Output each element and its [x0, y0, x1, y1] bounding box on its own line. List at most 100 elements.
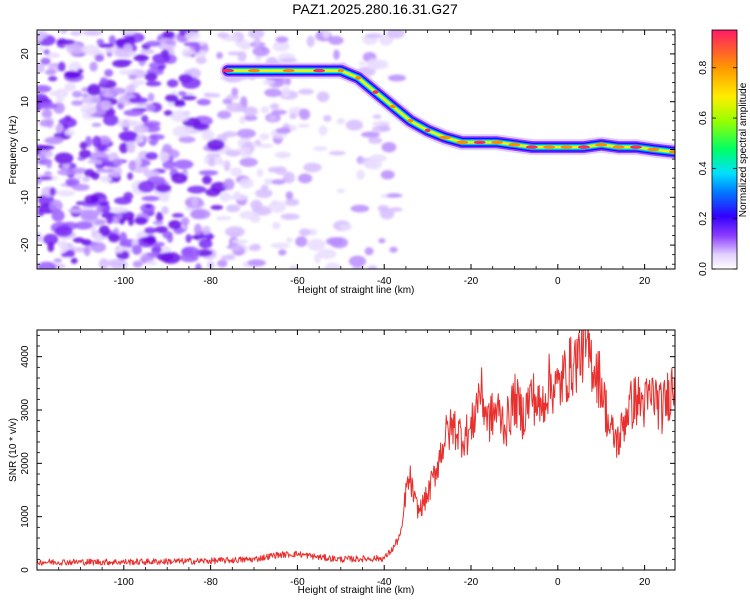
- noise-blob: [60, 30, 68, 35]
- ridge-peak: [508, 142, 521, 147]
- noise-blob: [57, 190, 75, 197]
- noise-blob: [56, 123, 64, 134]
- noise-blob: [82, 30, 103, 36]
- noise-blob: [195, 52, 207, 58]
- noise-blob: [252, 46, 270, 57]
- noise-blob: [254, 139, 262, 146]
- noise-blob: [339, 224, 352, 231]
- ridge-peak: [629, 145, 642, 149]
- noise-blob: [87, 83, 101, 96]
- ridge-peak: [669, 150, 675, 154]
- frequency-ridge: [220, 62, 675, 160]
- noise-blob: [224, 226, 245, 237]
- noise-blob: [145, 40, 162, 47]
- noise-blob: [216, 159, 227, 166]
- noise-blob: [67, 208, 86, 214]
- noise-blob: [90, 242, 107, 253]
- noise-blob: [141, 115, 149, 123]
- noise-blob: [144, 72, 158, 82]
- noise-blob: [38, 145, 55, 151]
- noise-blob: [232, 239, 249, 244]
- noise-blob: [79, 149, 92, 159]
- noise-blob: [81, 95, 101, 105]
- noise-blob: [145, 80, 162, 87]
- noise-blob: [271, 109, 287, 115]
- noise-blob: [49, 199, 63, 212]
- noise-blob: [194, 42, 201, 54]
- noise-blob: [71, 183, 90, 191]
- noise-blob: [77, 68, 84, 74]
- noise-blob: [48, 75, 58, 82]
- noise-blob: [137, 180, 155, 193]
- noise-blob: [166, 79, 179, 88]
- noise-blob: [114, 197, 132, 205]
- noise-blob: [110, 207, 129, 213]
- noise-blob: [100, 77, 108, 85]
- noise-blob: [165, 94, 179, 103]
- y-tick-label: 2000: [20, 452, 31, 475]
- noise-blob: [37, 231, 43, 242]
- noise-blob: [270, 242, 291, 249]
- noise-blob: [239, 157, 258, 167]
- noise-blob: [47, 241, 55, 253]
- ridge-peak: [337, 68, 344, 73]
- noise-blob: [53, 88, 69, 99]
- noise-blob: [172, 125, 192, 138]
- noise-blob: [166, 233, 174, 243]
- noise-blob: [239, 116, 246, 125]
- noise-blob: [271, 179, 286, 185]
- noise-blob: [195, 263, 202, 269]
- noise-blob: [118, 69, 136, 76]
- noise-blob: [38, 194, 55, 206]
- noise-blob: [49, 187, 56, 196]
- noise-blob: [83, 245, 91, 257]
- noise-blob: [43, 49, 50, 55]
- noise-blob: [108, 35, 116, 46]
- noise-blob: [236, 128, 256, 139]
- noise-blob: [104, 69, 114, 77]
- noise-blob: [348, 255, 367, 267]
- noise-blob: [333, 49, 340, 60]
- noise-blob: [43, 233, 59, 246]
- noise-blob: [208, 156, 216, 167]
- y-tick-label: -10: [20, 190, 31, 205]
- noise-blob: [37, 102, 57, 110]
- noise-blob: [99, 175, 112, 183]
- noise-blob: [40, 57, 51, 65]
- noise-blob: [268, 200, 287, 213]
- noise-blob: [170, 110, 190, 122]
- noise-blob: [141, 195, 160, 202]
- noise-blob: [202, 175, 212, 185]
- noise-blob: [316, 91, 330, 103]
- noise-blob: [230, 167, 243, 177]
- snr-ylabel: SNR (10 * v/v): [8, 418, 19, 482]
- noise-blob: [119, 142, 129, 154]
- noise-blob: [181, 48, 193, 58]
- noise-blob: [185, 234, 192, 243]
- noise-blob: [143, 120, 161, 128]
- noise-blob: [131, 244, 142, 255]
- y-tick-label: -20: [20, 237, 31, 252]
- noise-blob: [369, 154, 387, 163]
- noise-blob: [95, 168, 115, 173]
- noise-blob: [57, 240, 68, 249]
- noise-blob: [248, 244, 261, 252]
- noise-blob: [161, 206, 169, 215]
- noise-blob: [38, 154, 47, 160]
- noise-blob: [92, 135, 102, 148]
- noise-blob: [132, 260, 143, 268]
- noise-blob: [372, 114, 382, 119]
- noise-blob: [196, 98, 211, 106]
- noise-blob: [152, 220, 164, 225]
- noise-blob: [388, 74, 406, 82]
- noise-blob: [181, 77, 201, 89]
- noise-blob: [152, 53, 171, 64]
- ridge-peak: [473, 140, 486, 145]
- noise-blob: [217, 110, 232, 120]
- noise-blob: [219, 191, 231, 202]
- noise-blob: [37, 176, 42, 185]
- noise-blob: [145, 152, 159, 160]
- noise-blob: [37, 62, 45, 74]
